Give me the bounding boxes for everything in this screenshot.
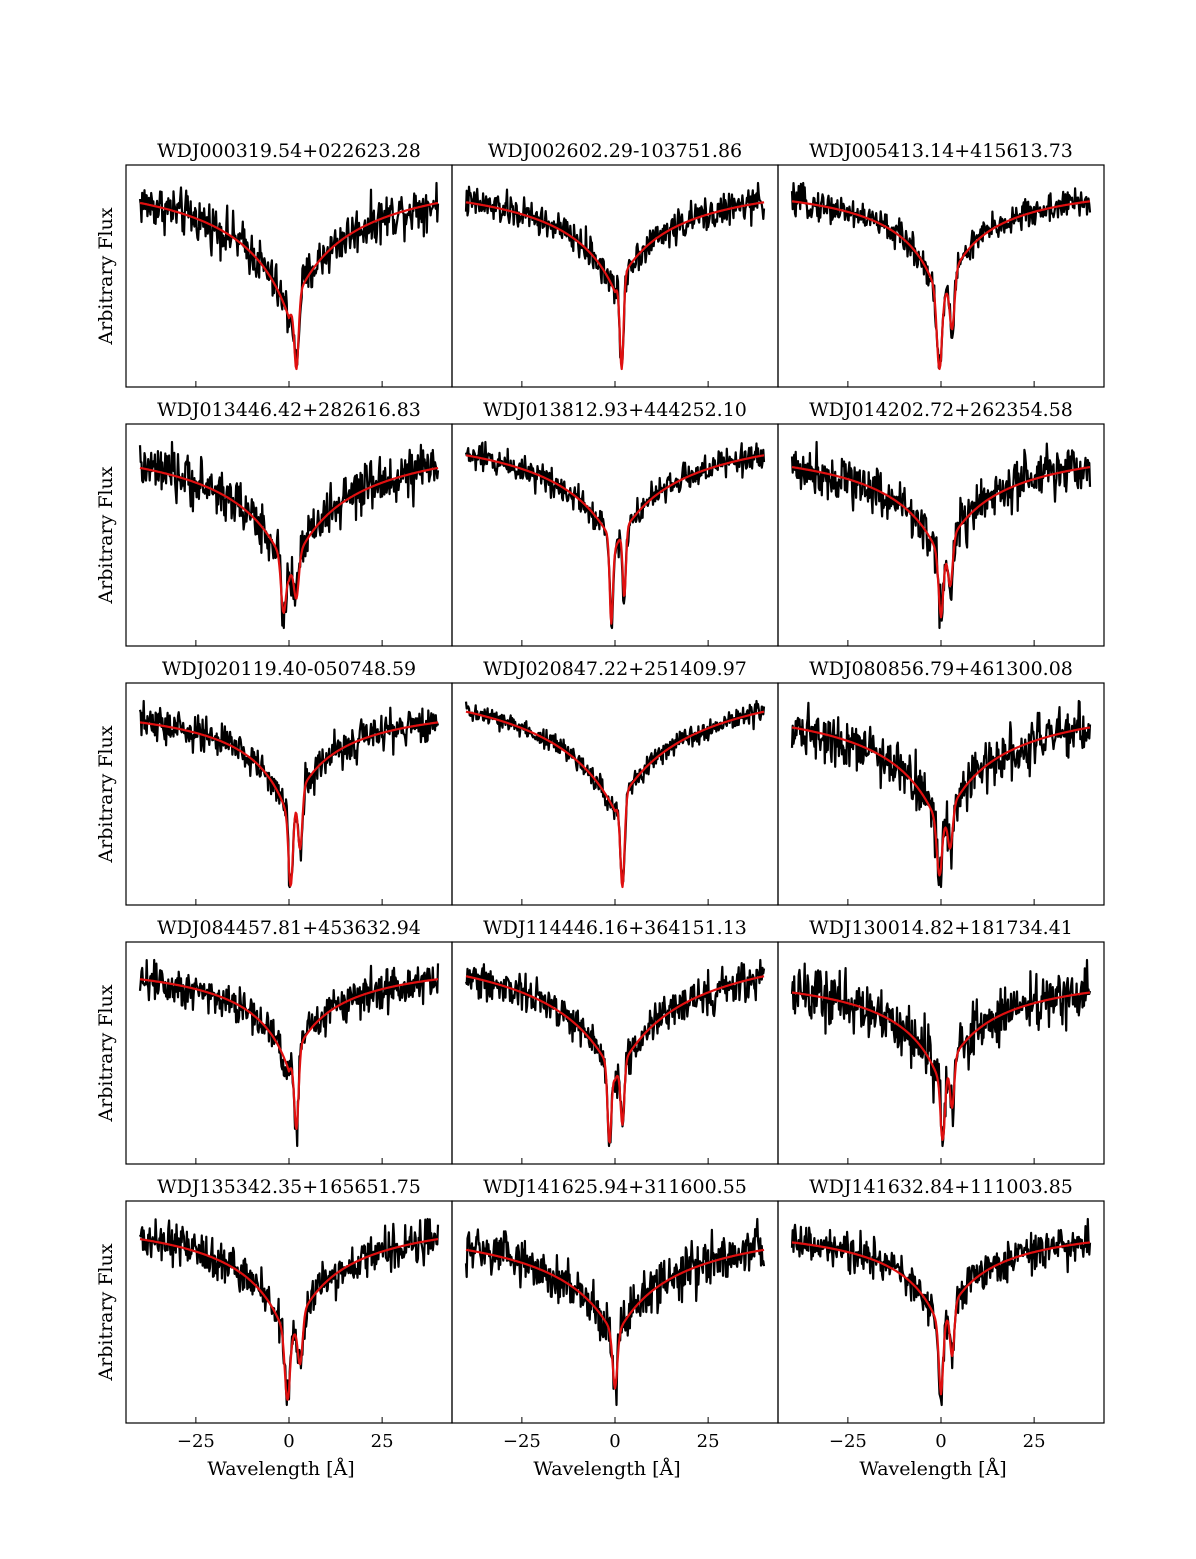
panel-4: WDJ013446.42+282616.83 Arbitrary Flux (95, 399, 453, 647)
model-fit-line (791, 726, 1091, 877)
panel-title: WDJ141625.94+311600.55 (483, 1176, 747, 1198)
panel-title: WDJ020847.22+251409.97 (483, 658, 747, 680)
x-tick-label: 0 (609, 1431, 620, 1452)
model-fit-line (139, 1238, 439, 1401)
observed-spectrum-line (790, 1217, 1092, 1407)
observed-spectrum-line (790, 699, 1092, 889)
y-axis-label: Arbitrary Flux (95, 1243, 117, 1381)
panel-title: WDJ013812.93+444252.10 (483, 399, 747, 421)
panel-title: WDJ014202.72+262354.58 (809, 399, 1073, 421)
observed-spectrum-line (464, 699, 766, 883)
panel-title: WDJ080856.79+461300.08 (809, 658, 1073, 680)
y-axis-label: Arbitrary Flux (95, 207, 117, 345)
panel-3: WDJ005413.14+415613.73 (777, 140, 1105, 388)
x-axis-label: Wavelength [Å] (859, 1458, 1006, 1480)
x-axis-label: Wavelength [Å] (533, 1458, 680, 1480)
panel-11: WDJ114446.16+364151.13 (451, 917, 779, 1165)
panel-title: WDJ020119.40-050748.59 (162, 658, 416, 680)
panel-title: WDJ114446.16+364151.13 (483, 917, 747, 939)
panel-8: WDJ020847.22+251409.97 (451, 658, 779, 906)
panel-13: WDJ135342.35+165651.75 −25 0 25 Wavelength [… (95, 1176, 453, 1480)
observed-spectrum-line (464, 440, 766, 630)
observed-spectrum-line (138, 181, 440, 367)
x-tick-label: 0 (283, 1431, 294, 1452)
panel-7: WDJ020119.40-050748.59 Arbitrary Flux (95, 658, 453, 906)
panel-title: WDJ084457.81+453632.94 (157, 917, 421, 939)
x-tick-label: 25 (371, 1431, 394, 1452)
observed-spectrum-line (138, 440, 440, 630)
model-fit-line (139, 201, 439, 371)
panel-frame (451, 941, 779, 1165)
panel-15: WDJ141632.84+111003.85 −25 0 25 Wavelength [… (777, 1176, 1105, 1480)
panel-title: WDJ130014.82+181734.41 (809, 917, 1073, 939)
observed-spectrum-line (790, 440, 1092, 630)
model-fit-line (791, 466, 1091, 619)
x-tick-label: 0 (935, 1431, 946, 1452)
observed-spectrum-line (464, 181, 766, 367)
x-tick-label: −25 (503, 1431, 541, 1452)
panel-title: WDJ135342.35+165651.75 (157, 1176, 421, 1198)
model-fit-line (139, 978, 439, 1130)
model-fit-line (791, 1241, 1091, 1396)
model-fit-line (791, 991, 1091, 1141)
model-fit-line (139, 721, 439, 887)
y-axis-label: Arbitrary Flux (95, 984, 117, 1122)
observed-spectrum-line (464, 958, 766, 1148)
panel-12: WDJ130014.82+181734.41 (777, 917, 1105, 1165)
panel-title: WDJ005413.14+415613.73 (809, 140, 1073, 162)
observed-spectrum-line (464, 1217, 766, 1407)
model-fit-line (465, 975, 765, 1144)
model-fit-line (139, 466, 439, 614)
panel-9: WDJ080856.79+461300.08 (777, 658, 1105, 906)
panel-10: WDJ084457.81+453632.94 Arbitrary Flux (95, 917, 453, 1165)
model-fit-line (791, 200, 1091, 371)
panel-2: WDJ002602.29-103751.86 (451, 140, 779, 388)
x-axis-label: Wavelength [Å] (207, 1458, 354, 1480)
x-tick-label: −25 (177, 1431, 215, 1452)
panel-title: WDJ013446.42+282616.83 (157, 399, 421, 421)
panel-5: WDJ013812.93+444252.10 (451, 399, 779, 647)
x-tick-label: −25 (829, 1431, 867, 1452)
x-tick-label: 25 (697, 1431, 720, 1452)
y-axis-label: Arbitrary Flux (95, 466, 117, 604)
observed-spectrum-line (139, 1217, 440, 1407)
observed-spectrum-line (138, 958, 440, 1148)
model-fit-line (465, 201, 765, 371)
model-fit-line (465, 1248, 765, 1390)
panel-title: WDJ141632.84+111003.85 (809, 1176, 1073, 1198)
x-tick-label: 25 (1023, 1431, 1046, 1452)
panel-title: WDJ000319.54+022623.28 (157, 140, 421, 162)
y-axis-label: Arbitrary Flux (95, 725, 117, 863)
model-fit-line (465, 454, 765, 625)
panel-1: WDJ000319.54+022623.28 Arbitrary Flux (95, 140, 453, 388)
panel-frame (125, 941, 453, 1165)
panel-title: WDJ002602.29-103751.86 (488, 140, 742, 162)
panel-6: WDJ014202.72+262354.58 (777, 399, 1105, 647)
panel-14: WDJ141625.94+311600.55 −25 0 25 Wavelength [… (451, 1176, 779, 1480)
model-fit-line (465, 710, 765, 889)
